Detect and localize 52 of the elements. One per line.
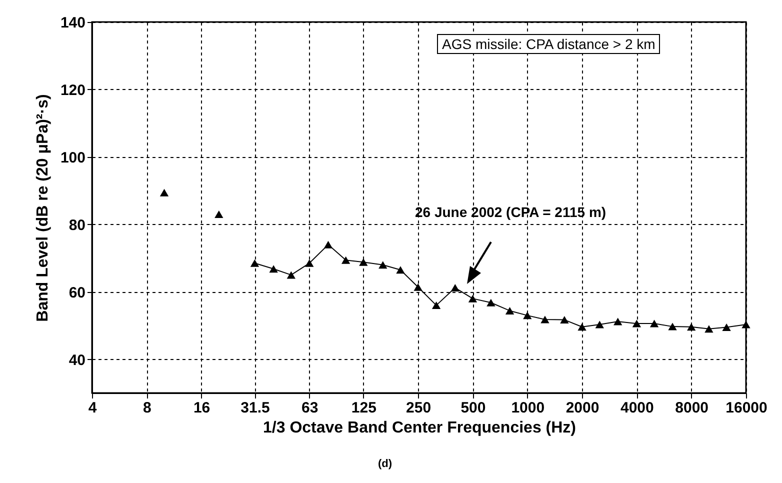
point: [742, 320, 750, 328]
point: [250, 259, 260, 267]
point: [432, 302, 441, 310]
point: [305, 259, 314, 267]
point: [614, 318, 622, 326]
point: [523, 312, 532, 320]
y-tick-label: 140: [60, 14, 86, 32]
y-tick-label: 80: [68, 216, 86, 234]
y-tick-label: 120: [60, 82, 86, 99]
annotation: AGS missile: CPA distance > 2 km: [437, 34, 660, 54]
annotation: 26 June 2002 (CPA = 2115 m): [415, 204, 606, 220]
point: [396, 266, 405, 274]
x-tick-label: 1000: [511, 400, 545, 416]
point: [341, 256, 350, 264]
x-tick-label: 4: [88, 400, 98, 416]
point: [378, 261, 388, 269]
text: (d): [378, 458, 392, 470]
point: [650, 320, 659, 328]
x-axis-title: 1/3 Octave Band Center Frequencies (Hz): [263, 420, 576, 436]
point: [486, 298, 496, 306]
point: [540, 316, 550, 324]
point: [560, 316, 569, 324]
x-tick-label: 125: [351, 400, 376, 416]
y-tick-label: 60: [68, 284, 86, 302]
point: [324, 240, 333, 248]
point: [668, 322, 677, 330]
point: [578, 323, 586, 331]
point: [687, 323, 696, 331]
point: [595, 320, 604, 328]
x-tick-label: 16000: [726, 400, 768, 416]
y-tick-label: 100: [60, 149, 86, 166]
point: [286, 271, 296, 279]
point: [505, 306, 514, 314]
y-tick-label: 40: [68, 352, 86, 369]
x-tick-label: 4000: [620, 400, 654, 416]
x-tick-label: 2000: [566, 400, 600, 416]
point: [632, 320, 642, 328]
point: [722, 323, 731, 331]
point: [414, 283, 422, 291]
point: [468, 294, 478, 302]
x-tick-label: 8000: [675, 400, 709, 416]
x-tick-label: 16: [193, 400, 210, 416]
x-tick-label: 63: [302, 400, 318, 416]
x-tick-label: 31.5: [240, 400, 270, 416]
x-tick-label: 8: [142, 400, 152, 416]
point: [704, 325, 714, 333]
x-tick-label: 500: [460, 400, 486, 416]
point: [269, 265, 278, 273]
x-tick-label: 250: [406, 400, 432, 416]
point: [359, 258, 368, 266]
point: [450, 284, 460, 292]
y-axis-title: Band Level (dB re (20 μPa)²·s): [34, 94, 52, 322]
